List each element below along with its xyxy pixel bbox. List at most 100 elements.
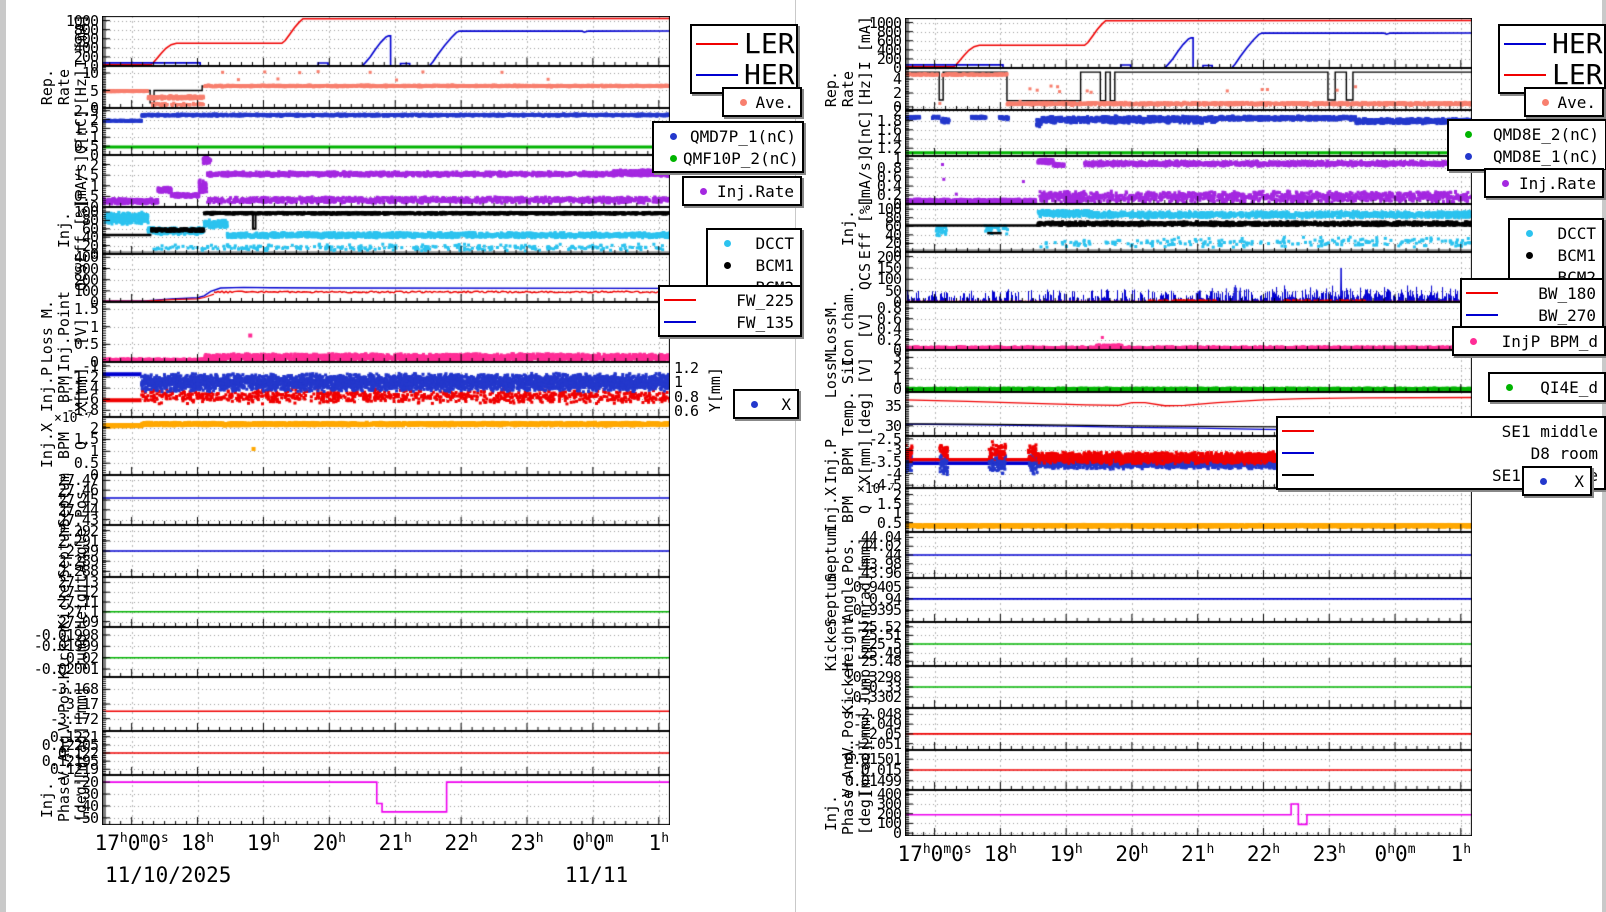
x-tick-label: 0h0m (572, 831, 614, 855)
axis-group-label-text: [V] (856, 312, 874, 340)
y-tick-label: -3 (884, 441, 902, 460)
y-tick-label: 27.09 (57, 612, 99, 631)
date-label: 11/11 (564, 863, 629, 887)
axis-group-label-text: BPM (839, 448, 857, 476)
y-tick-label: 0.2 (876, 330, 902, 349)
right-y-tick-label: 0.8 (674, 387, 699, 406)
axis-group-label-text: Inj. (822, 794, 840, 832)
legend-entry-label: Ave. (1557, 92, 1596, 112)
y-tick-label: 0 (892, 293, 902, 311)
subplot-inj-phase-canvas (102, 775, 670, 825)
legend-box-6: X (733, 389, 799, 419)
legend-entry: SE1 middle (1282, 420, 1598, 442)
y-tick-label: 0 (89, 466, 99, 484)
subplot-bpm-q-canvas (102, 417, 670, 475)
subplot-inj-eff-canvas (905, 204, 1472, 252)
y-tick-label: 200 (876, 804, 902, 823)
legend-dot-marker (1502, 179, 1509, 187)
axis-group-label-text: [mm] (856, 710, 874, 748)
subplot-inj-rate-canvas (905, 156, 1472, 204)
y-tick-label: 150 (876, 258, 902, 277)
y-tick-label: 0 (89, 198, 99, 216)
axis-exponent-label: ×10⁻⁷ (54, 411, 94, 426)
axis-group-label-text: [deg] (856, 790, 874, 836)
legend-entry-label: FW_135 (736, 312, 794, 332)
legend-entry-label: QI4E_d (1540, 377, 1598, 397)
x-tick-label: 23h (1312, 842, 1346, 866)
y-tick-label: -3.172 (49, 709, 99, 728)
y-tick-label: 0 (892, 195, 902, 213)
x-tick-label: 23h (510, 831, 544, 855)
date-label: 11/10/2025 (105, 863, 232, 887)
legend-dot-marker (1465, 152, 1472, 160)
legend-dot-marker (724, 239, 731, 247)
legend-box-7: QI4E_d (1488, 372, 1606, 402)
legend-box-9: X (1522, 466, 1592, 496)
y-tick-label: 44 (884, 546, 902, 564)
subplot-loss-inj-point-canvas (102, 302, 670, 362)
subplot-rep-rate-canvas (905, 68, 1472, 110)
legend-line-marker (664, 299, 696, 301)
legend-entry-label: FW_225 (736, 290, 794, 310)
x-tick-label: 19h (246, 831, 280, 855)
x-tick-label: 18h (983, 842, 1017, 866)
legend-entry: FW_135 (664, 311, 794, 333)
legend-dot-marker (700, 187, 707, 195)
y-tick-label: 200 (73, 47, 99, 66)
y-tick-label: 27.47 (57, 471, 99, 490)
legend-entry: Ave. (1530, 91, 1596, 113)
y-tick-label: -1.8 (65, 401, 99, 420)
y-tick-label: 0.9405 (852, 578, 902, 597)
y-tick-label: 1.5 (876, 494, 902, 513)
subplot-inj-rate-canvas (102, 155, 670, 207)
legend-entry: LER (1504, 58, 1603, 91)
y-tick-label: -40 (73, 796, 99, 815)
legend-dot-marker (1542, 98, 1549, 106)
legend-box-0: LER HER (690, 24, 798, 94)
legend-entry-label: DCCT (755, 233, 794, 253)
y-tick-label: 20 (81, 236, 99, 255)
y-tick-label: 0 (89, 245, 99, 263)
y-tick-label: 1.5 (73, 119, 99, 138)
legend-entry: FW_225 (664, 289, 794, 311)
y-tick-label: 1 (89, 317, 99, 336)
y-tick-label: 60 (81, 219, 99, 238)
y-tick-label: -30 (73, 785, 99, 804)
axis-group-label-current: I [mA] (812, 16, 874, 70)
legend-entry: X (739, 393, 791, 415)
y-tick-label: 0.12195 (41, 752, 99, 771)
y-tick-label: 27.46 (57, 481, 99, 500)
legend-dot-marker (670, 154, 677, 162)
legend-entry: BW_180 (1466, 282, 1596, 304)
legend-box-2: QMD8E_2(nC) QMD8E_1(nC) (1447, 119, 1606, 171)
axis-group-label-text: Jump (856, 668, 874, 706)
x-tick-label: 22h (1246, 842, 1281, 866)
legend-entry: Inj.Rate (688, 180, 794, 202)
legend-entry: BCM1 (1514, 244, 1596, 266)
y-tick-label: 1.4 (876, 129, 902, 148)
y-tick-label: 1000 (868, 13, 902, 32)
axis-group-label-charge: Q[nC] (812, 110, 874, 156)
x-tick-label: 21h (378, 831, 412, 855)
y-tick-label: 0.8 (876, 299, 902, 318)
axis-group-label-inj-eff: Inj. Eff [%] (812, 196, 874, 259)
y-tick-label: 43.96 (860, 563, 902, 582)
y-tick-label: 1000 (65, 11, 99, 30)
legend-dot-marker (1465, 130, 1472, 138)
legend-entry-label: HER (744, 58, 795, 91)
y-tick-label: 0 (892, 97, 902, 116)
y-tick-label: 0 (89, 99, 99, 117)
axis-group-label-text: Phase (839, 790, 857, 836)
legend-entry-label: X (1574, 471, 1584, 491)
y-tick-label: 200 (73, 270, 99, 289)
y-tick-label: 25.5 (868, 635, 902, 653)
y-tick-label: 30 (884, 416, 902, 435)
legend-entry-label: Inj.Rate (716, 181, 794, 201)
subplot-qcs-bw-canvas (905, 252, 1472, 302)
y-tick-label: 1 (892, 369, 902, 388)
y-tick-label: -2.048 (852, 705, 902, 724)
subplot-loss-sic-canvas (905, 350, 1472, 392)
legend-entry-label: BCM1 (1557, 245, 1596, 265)
